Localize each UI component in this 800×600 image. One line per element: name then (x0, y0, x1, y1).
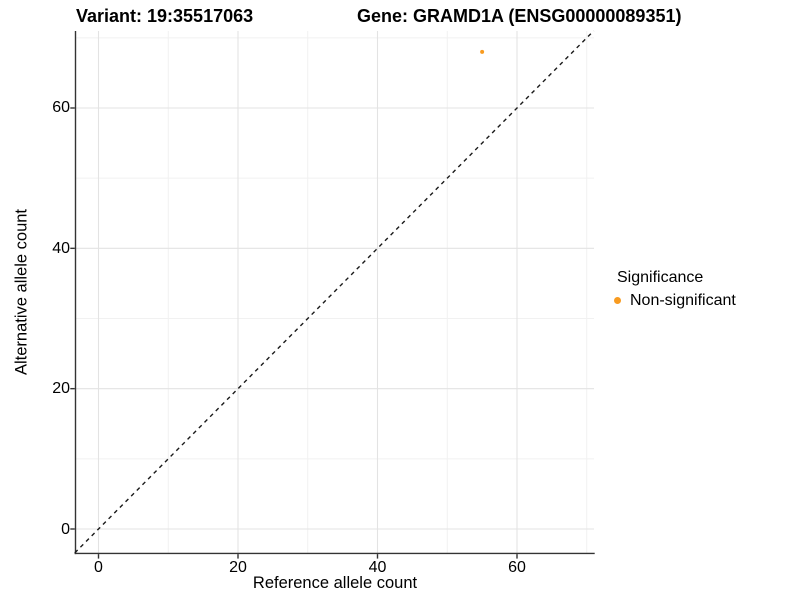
y-tick-label: 0 (61, 520, 70, 538)
y-tick-label: 40 (52, 239, 70, 257)
data-point (480, 49, 485, 54)
variant-title: Variant: 19:35517063 (76, 6, 254, 26)
x-tick-label: 0 (94, 559, 103, 576)
legend-entry: Non-significant (611, 291, 736, 310)
x-tick-label: 60 (508, 559, 526, 576)
x-tick-label: 40 (368, 559, 387, 576)
identity-dashed-line (74, 30, 595, 554)
legend-title: Significance (617, 269, 704, 286)
legend-entry-label: Non-significant (630, 292, 736, 309)
x-axis-title: Reference allele count (252, 574, 418, 592)
gene-title: Gene: GRAMD1A (ENSG00000089351) (357, 6, 682, 26)
y-axis-title: Alternative allele count (12, 208, 31, 376)
legend-key-dot-icon (614, 297, 621, 304)
legend: Significance Non-significant (611, 268, 736, 310)
y-tick-label: 60 (52, 99, 70, 117)
y-tick-label: 20 (52, 380, 70, 398)
x-tick-label: 20 (229, 559, 247, 576)
